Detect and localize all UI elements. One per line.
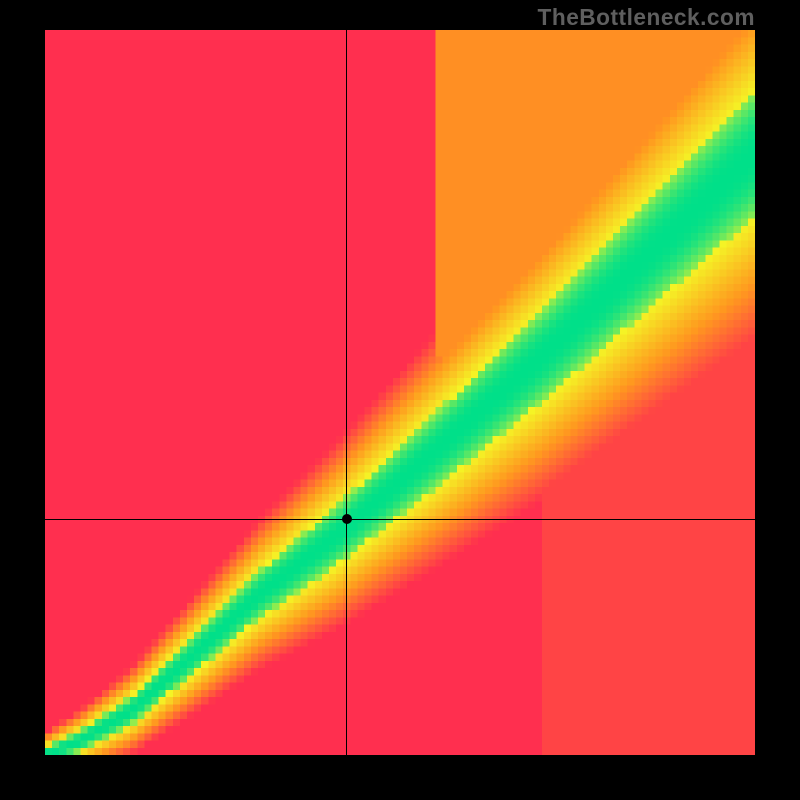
- crosshair-horizontal: [45, 519, 755, 520]
- crosshair-vertical: [346, 30, 347, 755]
- chart-container: TheBottleneck.com: [0, 0, 800, 800]
- watermark-text: TheBottleneck.com: [538, 4, 755, 31]
- bottleneck-heatmap: [45, 30, 755, 755]
